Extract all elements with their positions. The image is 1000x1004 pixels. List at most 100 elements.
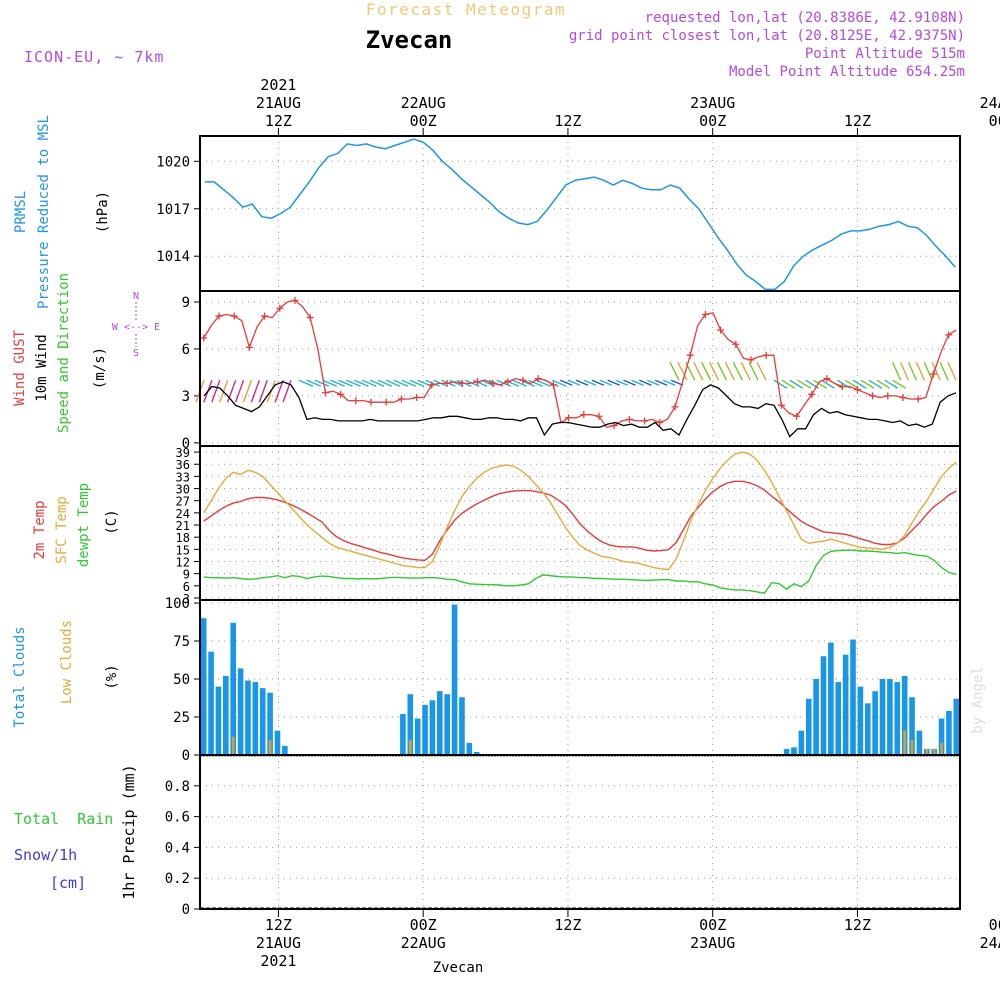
wind-gust-marker [732, 340, 740, 348]
wind-barb [322, 379, 337, 387]
time-label-top: 21AUG [256, 94, 301, 112]
total-cloud-bar [872, 691, 878, 755]
temperature-ytick-label: 36 [176, 458, 190, 472]
wind-barb [931, 361, 941, 381]
snow-label: Snow/1h [14, 846, 77, 864]
wind-gust-marker [306, 314, 314, 322]
time-label-bottom: 12Z [844, 916, 871, 934]
wind-barb [716, 361, 728, 381]
wind-barb [748, 361, 759, 381]
wind-barb [354, 379, 369, 387]
wind-barb [732, 361, 743, 381]
precip-ytick-label: 0.6 [165, 810, 190, 826]
total-cloud-bar [259, 688, 266, 755]
total-cloud-bar [783, 748, 790, 755]
temperature-ytick-label: 33 [176, 470, 190, 484]
time-label-bottom: 12Z [554, 916, 581, 934]
wind-barb [915, 361, 926, 381]
low-cloud-bar [925, 748, 929, 755]
wind-gust-marker [473, 378, 481, 386]
time-label-bottom: 2021 [260, 952, 296, 970]
wind-gust-marker [397, 395, 405, 403]
panel-frame-pressure [199, 135, 961, 292]
temperature-ytick-label: 27 [176, 495, 190, 509]
temperature-ytick-label: 30 [176, 483, 190, 497]
panel-pressure: 1014 1017 1020 [156, 136, 960, 291]
wind-barb [647, 379, 660, 386]
time-label-bottom: 00Z [989, 916, 1000, 934]
total-cloud-bar [798, 730, 805, 755]
low-cloud-bar [932, 748, 936, 755]
total-cloud-bar [437, 691, 443, 755]
temp-unit-label: (C) [104, 509, 120, 534]
wind-gust-label: Wind GUST [12, 330, 28, 406]
time-label-top: 2021 [260, 76, 296, 94]
wind-gust-marker [671, 403, 679, 411]
total-cloud-bar [466, 742, 473, 755]
wind-barb [393, 379, 409, 387]
clouds-ytick-label: 100 [165, 596, 190, 612]
temperature-ytick-label: 24 [176, 507, 190, 521]
time-label-top: 22AUG [401, 94, 446, 112]
precip-ytick-label: 0.8 [165, 779, 190, 795]
wind-barb [631, 379, 644, 386]
total-cloud-bar [916, 730, 923, 755]
time-label-top: 00Z [699, 112, 726, 130]
wind-barb [425, 379, 440, 387]
wind-gust-marker [884, 392, 892, 400]
total-cloud-bar [473, 751, 480, 755]
wind-gust-marker [777, 401, 785, 409]
time-label-top: 12Z [844, 112, 871, 130]
temperature-ytick-label: 39 [176, 446, 190, 460]
wind-barb [860, 379, 875, 389]
wind-barb [789, 379, 804, 389]
wind-gust-marker [747, 356, 755, 364]
wind-ytick-label: 0 [182, 436, 190, 452]
wind-barb [559, 379, 573, 386]
clouds-ytick-label: 75 [173, 634, 190, 650]
time-label-top: 00Z [410, 112, 437, 130]
total-cloud-bar [835, 682, 842, 755]
wind-barb [338, 379, 353, 387]
wind-barb [377, 379, 393, 387]
low-clouds-label: Low Clouds [59, 620, 75, 704]
low-cloud-bar [940, 742, 943, 755]
wind-barb [693, 361, 704, 381]
time-label-bottom: 24AUG [980, 934, 1000, 952]
total-cloud-bar [429, 700, 436, 755]
wind-barb [821, 379, 835, 389]
wind-barb [781, 379, 796, 389]
wind-barb [512, 379, 527, 387]
panel-frame-precip [199, 754, 961, 910]
wind-barb [575, 379, 589, 386]
credit-watermark: by Angel [970, 666, 986, 733]
wind-gust-marker [337, 390, 345, 398]
wind-gust-marker [413, 393, 421, 401]
plot-area: 1014101710200369369121518212427303336390… [156, 76, 1000, 970]
wind-gust-marker [367, 398, 375, 406]
wind-gust-marker [595, 412, 603, 420]
temp-sfc-series-line [203, 451, 957, 571]
wind-gust-marker [717, 326, 725, 334]
total-cloud-bar [422, 704, 428, 755]
wind-barb [211, 380, 221, 403]
wind-gust-marker [625, 415, 633, 423]
compass-west-east: W <--> E [112, 322, 160, 333]
wind-gust-marker [200, 334, 208, 342]
wind-barb [615, 379, 628, 386]
wind-gust-marker [701, 310, 709, 318]
time-label-bottom: 12Z [265, 916, 292, 934]
wind-gust-marker [230, 312, 238, 320]
wind-barb [797, 379, 812, 389]
wind-ytick-label: 9 [182, 295, 190, 311]
wind-gust-marker [458, 379, 466, 387]
total-cloud-bar [887, 679, 893, 755]
wind-barb [306, 379, 322, 387]
clouds-ytick-label: 25 [173, 710, 190, 726]
total-cloud-bar [828, 642, 834, 755]
total-cloud-bar [444, 694, 450, 755]
wind-barb [700, 361, 712, 381]
total-cloud-bar [894, 682, 901, 755]
